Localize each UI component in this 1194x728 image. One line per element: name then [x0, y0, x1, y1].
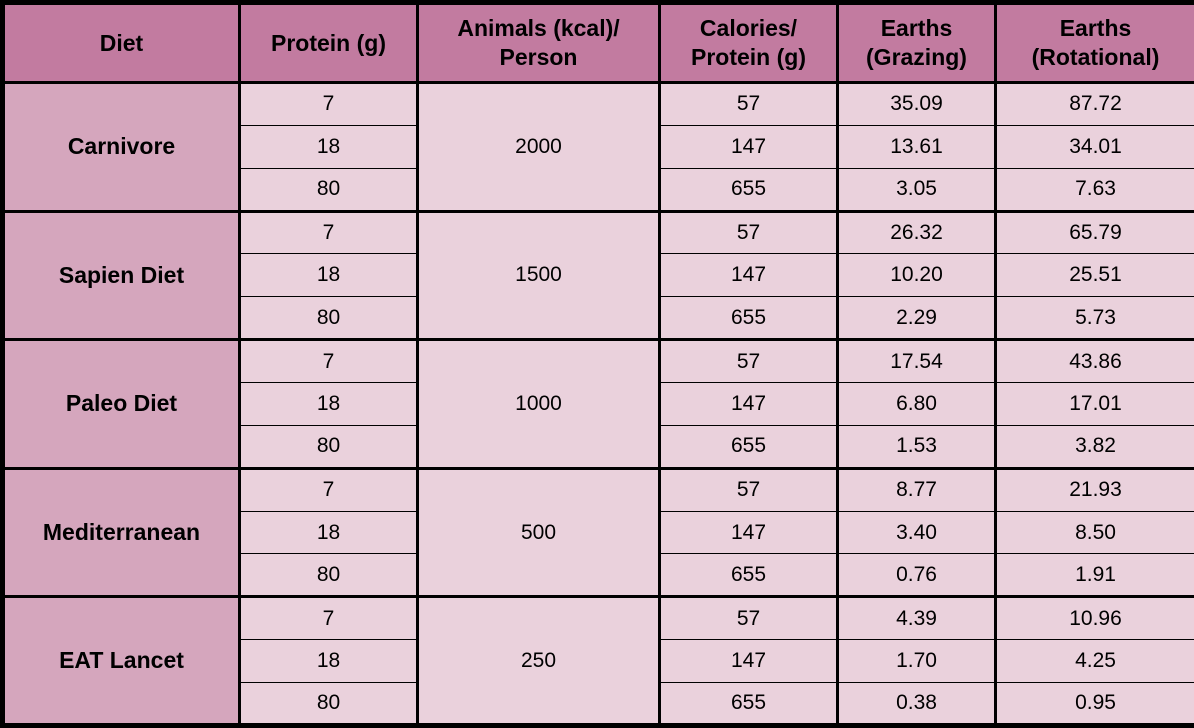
table-row: 80 655 2.29 5.73 — [3, 296, 1194, 341]
diet-name-cell: Paleo Diet — [1, 338, 241, 469]
protein-cell: 18 — [238, 639, 419, 684]
earths-grazing-cell: 17.54 — [836, 338, 997, 384]
earths-grazing-cell: 4.39 — [836, 595, 997, 641]
earths-rotational-cell: 5.73 — [994, 296, 1194, 341]
animals-cell: 1000 — [416, 338, 661, 469]
header-cell-animals: Animals (kcal)/ Person — [416, 0, 661, 84]
header-cell-diet: Diet — [1, 0, 241, 84]
earths-grazing-cell: 1.53 — [836, 424, 997, 469]
protein-cell: 7 — [238, 338, 419, 384]
header-row: Diet Protein (g) Animals (kcal)/ Person … — [1, 0, 1194, 84]
header-cell-protein: Protein (g) — [238, 0, 419, 84]
table-row: EAT Lancet 7 250 57 4.39 10.96 — [1, 595, 1194, 726]
earths-grazing-cell: 2.29 — [836, 296, 997, 341]
protein-cell: 80 — [238, 167, 419, 212]
protein-cell: 80 — [238, 682, 419, 726]
table-row: Paleo Diet 7 1000 57 17.54 43.86 — [1, 338, 1194, 469]
protein-cell: 7 — [238, 209, 419, 255]
earths-rotational-cell: 34.01 — [994, 124, 1194, 169]
earths-grazing-cell: 13.61 — [836, 124, 997, 169]
calories-cell: 147 — [658, 253, 839, 298]
earths-rotational-cell: 0.95 — [994, 682, 1194, 726]
header-cell-earths-grazing: Earths (Grazing) — [836, 0, 997, 84]
earths-grazing-cell: 0.76 — [836, 553, 997, 598]
protein-cell: 7 — [238, 595, 419, 641]
calories-cell: 655 — [658, 167, 839, 212]
table-row: Sapien Diet 7 1500 57 26.32 65.79 — [1, 209, 1194, 341]
calories-cell: 147 — [658, 124, 839, 169]
table-row: Carnivore 7 2000 57 35.09 87.72 — [1, 81, 1194, 212]
earths-rotational-cell: 4.25 — [994, 639, 1194, 684]
protein-cell: 18 — [238, 510, 419, 555]
animals-cell: 1500 — [416, 209, 661, 341]
table-row: 18 147 3.40 8.50 — [3, 510, 1194, 555]
earths-grazing-cell: 26.32 — [836, 209, 997, 255]
calories-cell: 147 — [658, 639, 839, 684]
earths-grazing-cell: 10.20 — [836, 253, 997, 298]
table-row: 80 655 3.05 7.63 — [3, 167, 1194, 212]
earths-grazing-cell: 1.70 — [836, 639, 997, 684]
calories-cell: 655 — [658, 424, 839, 469]
earths-rotational-cell: 87.72 — [994, 81, 1194, 126]
calories-cell: 655 — [658, 296, 839, 341]
protein-cell: 80 — [238, 296, 419, 341]
earths-grazing-cell: 3.05 — [836, 167, 997, 212]
earths-rotational-cell: 3.82 — [994, 424, 1194, 469]
diet-name-cell: EAT Lancet — [1, 595, 241, 726]
calories-cell: 655 — [658, 553, 839, 598]
protein-cell: 7 — [238, 466, 419, 512]
calories-cell: 147 — [658, 510, 839, 555]
earths-rotational-cell: 10.96 — [994, 595, 1194, 641]
earths-rotational-cell: 8.50 — [994, 510, 1194, 555]
protein-cell: 18 — [238, 253, 419, 298]
earths-grazing-cell: 0.38 — [836, 682, 997, 726]
diet-name-cell: Mediterranean — [1, 466, 241, 598]
table-row: 80 655 0.76 1.91 — [3, 553, 1194, 598]
earths-grazing-cell: 35.09 — [836, 81, 997, 126]
earths-rotational-cell: 25.51 — [994, 253, 1194, 298]
earths-rotational-cell: 1.91 — [994, 553, 1194, 598]
table-row: 80 655 0.38 0.95 — [3, 682, 1194, 726]
calories-cell: 147 — [658, 382, 839, 426]
earths-grazing-cell: 6.80 — [836, 382, 997, 426]
table-row: 80 655 1.53 3.82 — [3, 424, 1194, 469]
earths-rotational-cell: 7.63 — [994, 167, 1194, 212]
earths-rotational-cell: 21.93 — [994, 466, 1194, 512]
earths-rotational-cell: 17.01 — [994, 382, 1194, 426]
earths-rotational-cell: 43.86 — [994, 338, 1194, 384]
calories-cell: 57 — [658, 209, 839, 255]
protein-cell: 7 — [238, 81, 419, 126]
protein-cell: 18 — [238, 124, 419, 169]
earths-rotational-cell: 65.79 — [994, 209, 1194, 255]
calories-cell: 57 — [658, 595, 839, 641]
protein-cell: 18 — [238, 382, 419, 426]
header-cell-calories: Calories/ Protein (g) — [658, 0, 839, 84]
table-row: 18 147 13.61 34.01 — [3, 124, 1194, 169]
protein-cell: 80 — [238, 553, 419, 598]
diet-name-cell: Carnivore — [1, 81, 241, 212]
calories-cell: 57 — [658, 81, 839, 126]
table-row: 18 147 1.70 4.25 — [3, 639, 1194, 684]
diet-name-cell: Sapien Diet — [1, 209, 241, 341]
animals-cell: 2000 — [416, 81, 661, 212]
table-row: 18 147 6.80 17.01 — [3, 382, 1194, 426]
table-row: Mediterranean 7 500 57 8.77 21.93 — [1, 466, 1194, 598]
animals-cell: 500 — [416, 466, 661, 598]
table-row: 18 147 10.20 25.51 — [3, 253, 1194, 298]
animals-cell: 250 — [416, 595, 661, 726]
earths-grazing-cell: 8.77 — [836, 466, 997, 512]
calories-cell: 655 — [658, 682, 839, 726]
earths-grazing-cell: 3.40 — [836, 510, 997, 555]
protein-cell: 80 — [238, 424, 419, 469]
calories-cell: 57 — [658, 338, 839, 384]
calories-cell: 57 — [658, 466, 839, 512]
header-cell-earths-rotational: Earths (Rotational) — [994, 0, 1194, 84]
